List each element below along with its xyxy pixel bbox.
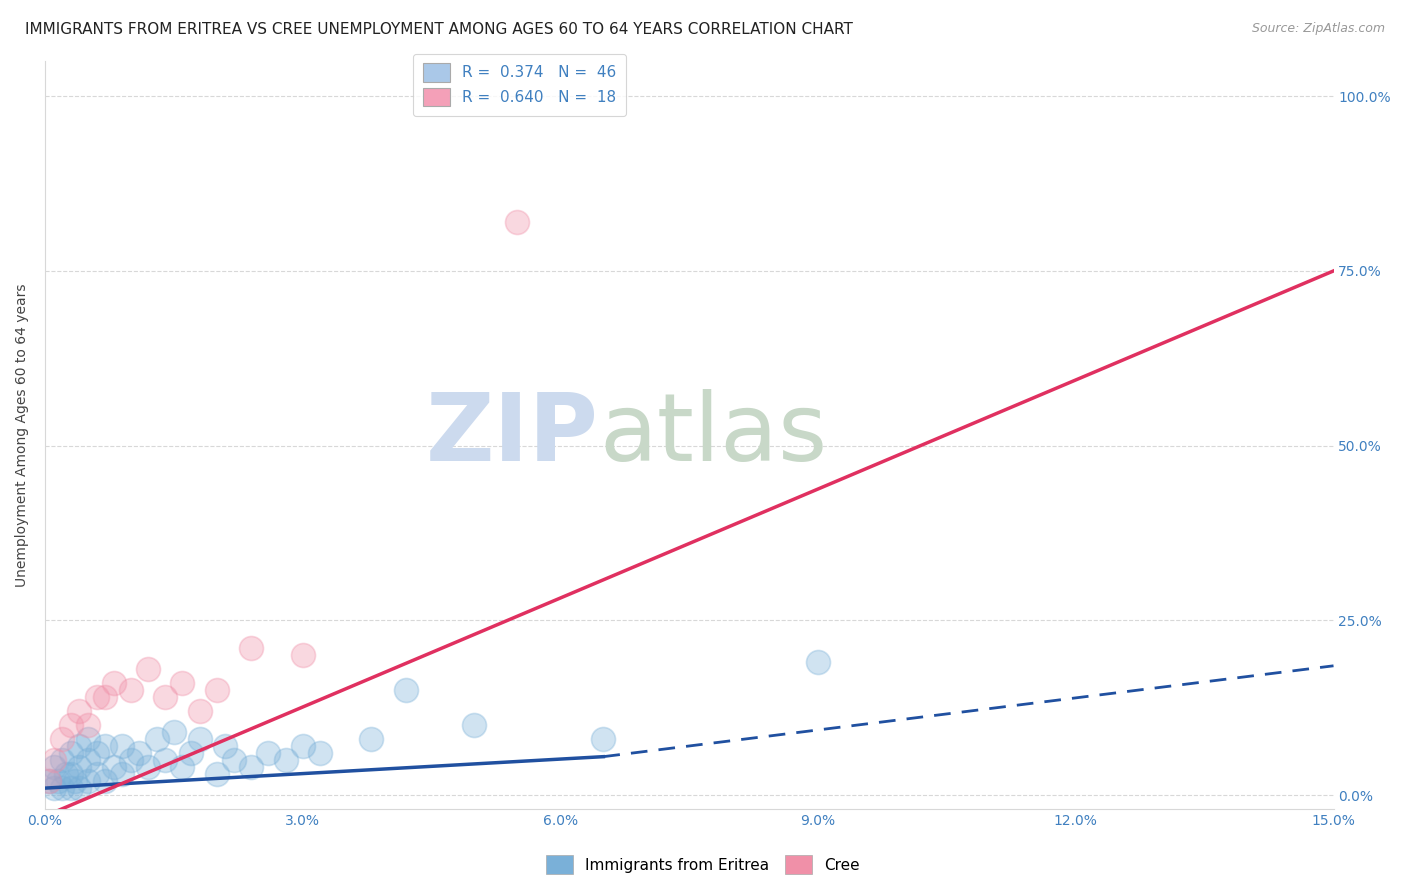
Point [42,760,65,774]
Point [120,683,142,698]
Point [77,718,100,732]
Point [94,690,117,705]
Point [240,760,263,774]
Point [86,690,108,705]
Point [205,767,228,781]
Point [111,739,134,754]
Point [59,781,82,796]
Point [506,215,529,229]
Point [77,753,100,767]
Point [94,774,117,789]
Point [59,767,82,781]
Point [51,732,73,747]
Point [42,781,65,796]
Point [188,704,211,718]
Point [222,753,245,767]
Point [180,746,202,760]
Point [67,781,90,796]
Point [86,767,108,781]
Point [55,767,77,781]
Point [592,732,614,747]
Point [136,760,159,774]
Text: atlas: atlas [599,389,827,481]
Point [120,753,142,767]
Point [172,760,194,774]
Point [257,746,280,760]
Point [38,774,60,789]
Y-axis label: Unemployment Among Ages 60 to 64 years: Unemployment Among Ages 60 to 64 years [15,284,30,587]
Point [155,753,177,767]
Point [188,732,211,747]
Point [205,683,228,698]
Point [51,753,73,767]
Point [463,718,485,732]
Text: ZIP: ZIP [426,389,599,481]
Point [163,725,186,739]
Text: IMMIGRANTS FROM ERITREA VS CREE UNEMPLOYMENT AMONG AGES 60 TO 64 YEARS CORRELATI: IMMIGRANTS FROM ERITREA VS CREE UNEMPLOY… [25,22,853,37]
Point [103,676,125,690]
Point [77,732,100,747]
Point [51,781,73,796]
Point [59,746,82,760]
Text: Source: ZipAtlas.com: Source: ZipAtlas.com [1251,22,1385,36]
Point [38,774,60,789]
Point [807,655,830,669]
Point [291,648,314,663]
Point [308,746,330,760]
Point [103,760,125,774]
Point [172,676,194,690]
Point [291,739,314,754]
Point [395,683,418,698]
Point [214,739,236,754]
Point [274,753,297,767]
Legend: R =  0.374   N =  46, R =  0.640   N =  18: R = 0.374 N = 46, R = 0.640 N = 18 [413,54,626,116]
Point [77,774,100,789]
Point [128,746,150,760]
Point [42,753,65,767]
Point [63,774,86,789]
Point [94,739,117,754]
Point [67,704,90,718]
Point [67,739,90,754]
Legend: Immigrants from Eritrea, Cree: Immigrants from Eritrea, Cree [540,849,866,880]
Point [360,732,382,747]
Point [46,774,69,789]
Point [86,746,108,760]
Point [240,641,263,656]
Point [59,718,82,732]
Point [111,767,134,781]
Point [136,662,159,676]
Point [145,732,167,747]
Point [155,690,177,705]
Point [67,760,90,774]
